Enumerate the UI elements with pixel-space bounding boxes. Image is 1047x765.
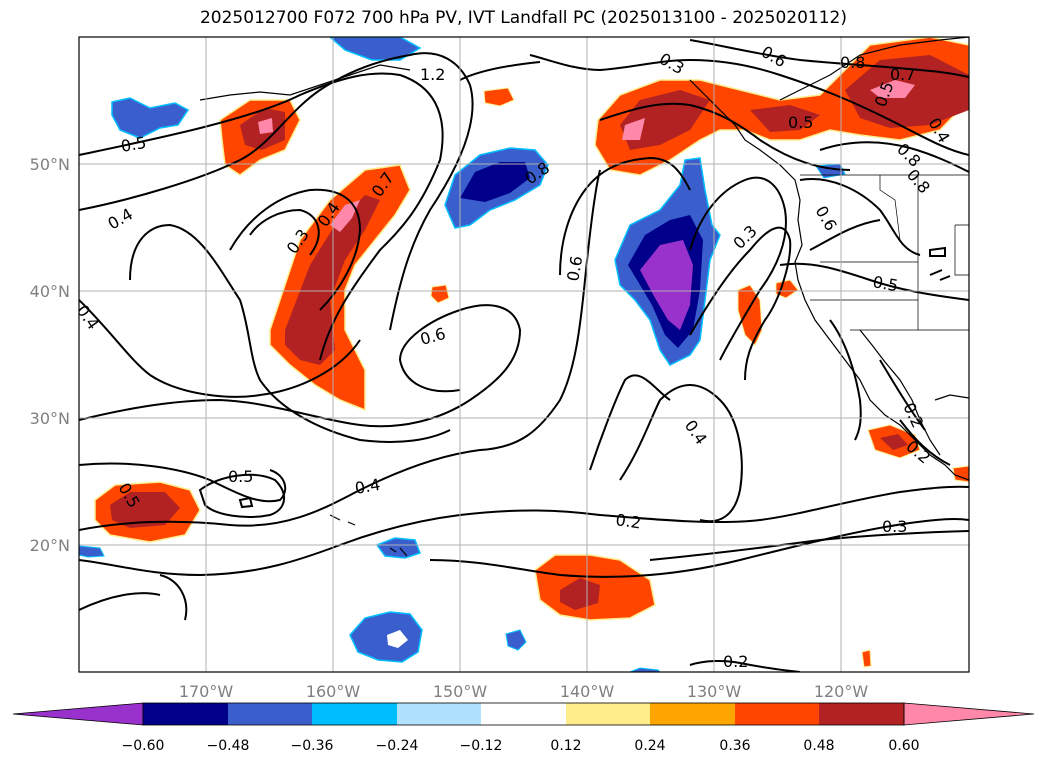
lon-tick-label: 170°W	[179, 682, 234, 701]
lon-tick-label: 150°W	[433, 682, 488, 701]
contour-label: 1.2	[420, 65, 445, 84]
colorbar-tick-label: 0.36	[719, 738, 750, 754]
colorbar-extend-min	[12, 702, 144, 726]
lon-tick-label: 130°W	[687, 682, 742, 701]
state-borders	[800, 174, 969, 331]
contour-label: 0.8	[840, 53, 865, 72]
negative-anomaly-shading	[79, 37, 846, 672]
colorbar-cell	[143, 703, 228, 725]
colorbar-cell	[819, 703, 904, 725]
colorbar-extend-max	[903, 702, 1035, 726]
contour-label: 0.3	[882, 517, 907, 536]
lon-tick-label: 140°W	[560, 682, 615, 701]
gridlines	[79, 37, 969, 672]
contour-label: 0.7	[890, 65, 915, 84]
coastlines	[199, 37, 969, 557]
figure-title: 2025012700 F072 700 hPa PV, IVT Landfall…	[199, 8, 847, 28]
map-frame	[78, 36, 970, 673]
contour-label: 0.6	[563, 254, 586, 282]
lon-tick-label: 160°W	[306, 682, 361, 701]
colorbar-cell	[650, 703, 735, 725]
colorbar-cell	[397, 703, 481, 725]
colorbar-tick-label: 0.60	[888, 738, 919, 754]
lat-tick-label: 20°N	[30, 536, 70, 555]
map-plot-area: 1.2 0.5 0.6 0.8 0.7 0.5 0.4 0.5 0.8 0.4 …	[79, 37, 969, 672]
lon-tick-label: 120°W	[814, 682, 869, 701]
colorbar-cell	[228, 703, 312, 725]
contour-label: 0.5	[119, 133, 147, 156]
longitude-tick-labels: 170°W 160°W 150°W 140°W 130°W 120°W	[179, 682, 869, 701]
contour-label: 0.2	[614, 510, 642, 532]
contour-label: 0.5	[871, 272, 899, 295]
lat-tick-label: 40°N	[30, 282, 70, 301]
contour-label: 0.5	[788, 113, 813, 132]
colorbar-tick-label: −0.24	[376, 738, 419, 754]
colorbar-tick-label: −0.12	[460, 738, 503, 754]
colorbar-cell	[566, 703, 650, 725]
colorbar: −0.60 −0.48 −0.36 −0.24 −0.12 0.12 0.24 …	[12, 702, 1035, 754]
colorbar-tick-label: 0.12	[550, 738, 581, 754]
colorbar-cell	[481, 703, 566, 725]
lat-tick-label: 30°N	[30, 409, 70, 428]
lat-tick-label: 50°N	[30, 155, 70, 174]
colorbar-tick-label: 0.48	[803, 738, 834, 754]
colorbar-tick-label: −0.48	[207, 738, 250, 754]
latitude-tick-labels: 50°N 40°N 30°N 20°N	[30, 155, 70, 555]
colorbar-cell	[312, 703, 397, 725]
contour-label: 0.4	[353, 475, 381, 498]
pv-contour-lines	[79, 39, 969, 672]
colorbar-tick-label: −0.60	[122, 738, 165, 754]
colorbar-tick-label: −0.36	[291, 738, 334, 754]
colorbar-tick-labels: −0.60 −0.48 −0.36 −0.24 −0.12 0.12 0.24 …	[122, 738, 920, 754]
colorbar-tick-label: 0.24	[634, 738, 665, 754]
contour-label: 0.2	[723, 652, 748, 671]
contour-label: 0.5	[228, 467, 253, 486]
colorbar-cell	[735, 703, 819, 725]
